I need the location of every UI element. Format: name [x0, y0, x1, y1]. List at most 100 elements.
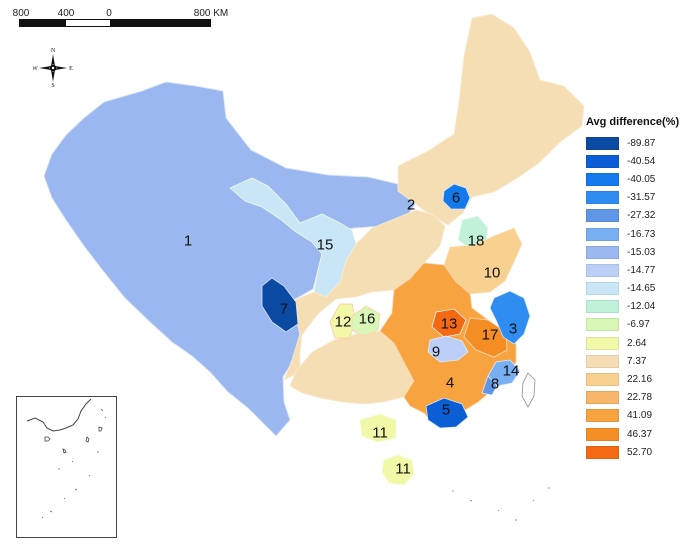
scale-label-800-km: 800 KM [193, 8, 229, 19]
legend-item: -31.57 [586, 189, 655, 207]
legend-value: 41.09 [627, 410, 653, 422]
legend-swatch [586, 154, 619, 168]
legend-value: -12.04 [627, 301, 656, 313]
scale-label-0: 0 [106, 8, 112, 19]
legend-swatch [586, 245, 619, 259]
legend-title: Avg difference(%) [586, 116, 680, 128]
legend-swatch [586, 427, 619, 441]
region-label-16: 16 [358, 310, 376, 328]
legend-swatch [586, 354, 619, 368]
region-label-18: 18 [467, 232, 485, 250]
taiwan-outline [521, 372, 536, 408]
legend-value: -89.87 [627, 137, 656, 149]
legend-item: 7.37 [586, 352, 655, 370]
region-8 [481, 375, 498, 396]
legend-swatch [586, 391, 619, 405]
region-label-13: 13 [440, 315, 458, 333]
scale-bar [19, 19, 211, 27]
legend-item: 41.09 [586, 407, 655, 425]
legend-value: -40.54 [627, 155, 656, 167]
region-5 [425, 397, 469, 429]
legend-value: -15.03 [627, 246, 656, 258]
region-13 [431, 308, 467, 338]
region-3 [489, 290, 531, 345]
legend-swatch [586, 263, 619, 277]
legend-swatch [586, 318, 619, 332]
inset-map-drawing [26, 398, 107, 519]
north-label-w: W [33, 66, 38, 72]
region-6 [442, 183, 471, 210]
legend-item: -40.54 [586, 152, 655, 170]
legend-item: -12.04 [586, 298, 655, 316]
legend-value: 52.70 [627, 446, 653, 458]
region-label-2: 2 [406, 196, 416, 214]
scale-bar-labels: 800 400 0 800 KM [0, 0, 260, 20]
region-label-11-island: 11 [395, 460, 411, 478]
legend-item: 46.37 [586, 425, 655, 443]
region-label-7: 7 [279, 300, 289, 318]
scale-label-800-left: 800 [12, 8, 30, 19]
legend-value: -6.97 [627, 319, 650, 331]
north-label-e: E [69, 66, 73, 72]
legend-swatch [586, 136, 619, 150]
legend-swatch [586, 336, 619, 350]
region-label-6: 6 [451, 189, 461, 207]
legend-item: -16.73 [586, 225, 655, 243]
legend-value: 2.64 [627, 337, 647, 349]
region-label-1: 1 [183, 232, 193, 250]
region-label-4: 4 [445, 374, 455, 392]
legend-swatch [586, 191, 619, 205]
region-label-10: 10 [483, 264, 501, 282]
north-arrow-icon: N S W E [33, 48, 73, 88]
legend-item: -6.97 [586, 316, 655, 334]
legend-item: 2.64 [586, 334, 655, 352]
north-label-n: N [51, 48, 56, 54]
legend-item: 52.70 [586, 443, 655, 461]
legend-list: -89.87 -40.54 -40.05 -31.57 -27.32 -16.7… [586, 134, 655, 461]
legend-value: 46.37 [627, 428, 653, 440]
legend-item: -14.77 [586, 261, 655, 279]
legend-swatch [586, 227, 619, 241]
region-2-inland [283, 209, 446, 381]
legend-item: 22.78 [586, 389, 655, 407]
region-label-17: 17 [481, 326, 499, 344]
legend-value: -14.77 [627, 264, 656, 276]
legend-value: 7.37 [627, 355, 647, 367]
legend-item: -14.65 [586, 280, 655, 298]
region-label-11-mainland: 11 [372, 424, 388, 442]
region-label-15: 15 [316, 236, 334, 254]
region-label-3: 3 [508, 320, 518, 338]
region-label-9: 9 [431, 343, 441, 361]
region-label-14: 14 [502, 362, 520, 380]
region-16 [351, 305, 381, 337]
legend-swatch [586, 209, 619, 223]
scale-label-400: 400 [57, 8, 75, 19]
region-label-12: 12 [334, 313, 352, 331]
legend-value: 22.16 [627, 374, 653, 386]
scale-bar-segment-3 [110, 20, 210, 26]
region-17 [463, 317, 508, 358]
south-china-sea-inset [16, 396, 117, 538]
legend-swatch [586, 300, 619, 314]
legend-value: 22.78 [627, 392, 653, 404]
legend-swatch [586, 282, 619, 296]
scale-bar-segment-2 [66, 20, 110, 26]
region-7 [261, 277, 299, 333]
region-9 [427, 335, 469, 363]
north-label-s: S [51, 83, 54, 88]
scale-bar-segment-1 [20, 20, 66, 26]
legend-value: -31.57 [627, 192, 656, 204]
legend-item: -89.87 [586, 134, 655, 152]
legend-value: -16.73 [627, 228, 656, 240]
legend: Avg difference(%) -89.87 -40.54 -40.05 -… [586, 116, 690, 496]
legend-swatch [586, 373, 619, 387]
south-sea-islands [452, 487, 550, 521]
legend-value: -40.05 [627, 173, 656, 185]
region-label-5: 5 [441, 401, 451, 419]
region-2 [397, 13, 585, 226]
legend-item: 22.16 [586, 370, 655, 388]
legend-item: -27.32 [586, 207, 655, 225]
region-11-island [381, 454, 415, 486]
